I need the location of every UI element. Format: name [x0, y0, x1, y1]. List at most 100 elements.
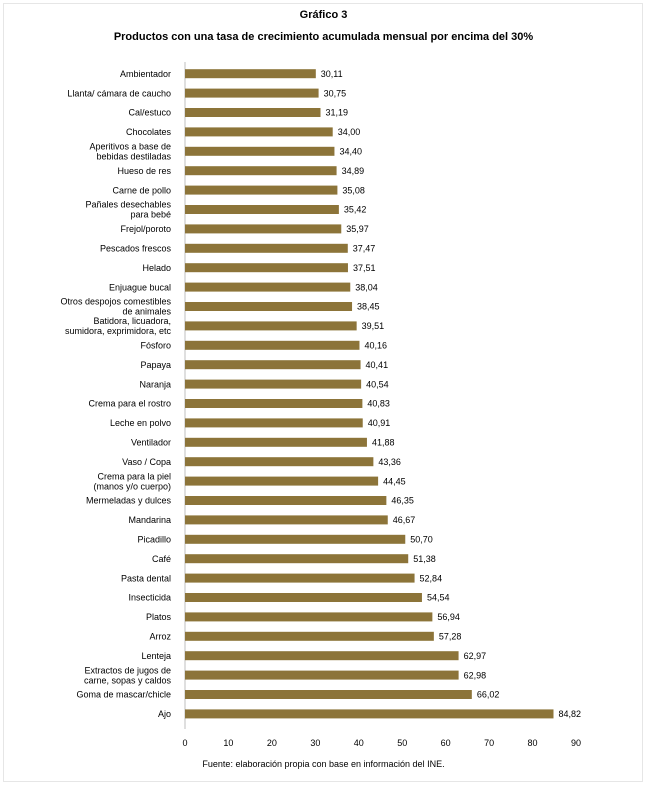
bar [185, 554, 409, 564]
bar [185, 88, 319, 98]
bar [185, 205, 339, 214]
category-label: Mandarina [128, 515, 171, 525]
category-label: Crema para el rostro [88, 399, 171, 409]
data-label: 38,04 [355, 282, 378, 292]
chart-frame [3, 3, 643, 782]
category-label: Helado [142, 263, 171, 273]
category-label: Papaya [140, 360, 171, 370]
data-label: 57,28 [439, 632, 462, 642]
chart-title: Gráfico 3 [299, 9, 348, 21]
x-tick-label: 70 [484, 738, 494, 748]
bar [185, 108, 321, 117]
category-label: Hueso de res [117, 166, 171, 176]
bar [185, 476, 379, 486]
data-label: 40,41 [366, 360, 389, 370]
data-label: 34,89 [342, 166, 365, 176]
category-label: Crema para la piel (manos y/o cuerpo) [93, 471, 171, 491]
data-label: 40,83 [367, 399, 390, 409]
bar [185, 302, 353, 311]
category-label: Carne de pollo [112, 185, 171, 195]
category-label: Llanta/ cámara de caucho [67, 88, 171, 98]
category-label: Fósforo [140, 341, 171, 351]
data-label: 56,94 [437, 612, 460, 622]
bar [185, 437, 367, 447]
bar [185, 379, 362, 389]
category-label: Mermeladas y dulces [86, 496, 172, 506]
category-label: Picadillo [137, 535, 171, 545]
data-label: 40,91 [368, 418, 391, 428]
bar [185, 457, 374, 467]
x-tick-label: 80 [528, 738, 538, 748]
x-tick-label: 90 [571, 738, 581, 748]
bar [185, 340, 360, 350]
bar [185, 321, 357, 331]
x-tick-label: 60 [441, 738, 451, 748]
bar [185, 263, 348, 273]
category-label: Insecticida [128, 593, 171, 603]
category-label: Pañales desechables para bebé [85, 200, 171, 220]
bar [185, 69, 316, 79]
bar [185, 185, 338, 195]
data-label: 31,19 [326, 108, 349, 118]
category-label: Café [152, 554, 171, 564]
bar [185, 534, 406, 544]
data-label: 37,47 [353, 244, 376, 254]
category-label: Aperitivos a base de bebidas destiladas [89, 142, 171, 162]
bar [185, 670, 459, 680]
bar [185, 709, 554, 719]
data-label: 52,84 [420, 573, 443, 583]
category-label: Leche en polvo [110, 418, 171, 428]
data-label: 34,00 [338, 127, 361, 137]
bar [185, 166, 337, 176]
bar [185, 496, 387, 505]
data-label: 38,45 [357, 302, 380, 312]
data-label: 62,97 [464, 651, 487, 661]
data-label: 30,11 [321, 69, 343, 79]
bar [185, 360, 361, 370]
category-label: Pescados frescos [100, 244, 172, 254]
bar [185, 282, 351, 292]
bar [185, 399, 363, 408]
data-label: 40,16 [364, 341, 387, 351]
data-label: 30,75 [324, 88, 347, 98]
bar [185, 418, 363, 428]
category-label: Goma de mascar/chicle [76, 690, 171, 700]
category-label: Ajo [158, 709, 171, 719]
x-tick-label: 10 [223, 738, 233, 748]
bar [185, 127, 333, 137]
data-label: 41,88 [372, 438, 395, 448]
data-label: 84,82 [558, 709, 581, 719]
bar [185, 515, 388, 525]
data-label: 44,45 [383, 476, 406, 486]
category-label: Ambientador [120, 69, 171, 79]
x-tick-label: 50 [397, 738, 407, 748]
category-label: Vaso / Copa [122, 457, 171, 467]
bar [185, 631, 434, 641]
bar [185, 243, 348, 253]
x-tick-label: 0 [182, 738, 187, 748]
data-label: 34,40 [339, 147, 362, 157]
data-label: 51,38 [413, 554, 436, 564]
category-label: Arroz [149, 632, 171, 642]
category-label: Enjuague bucal [109, 282, 171, 292]
category-label: Pasta dental [121, 573, 171, 583]
bar [185, 573, 415, 583]
bar [185, 146, 335, 156]
data-label: 62,98 [464, 670, 487, 680]
bar [185, 612, 433, 622]
chart-subtitle: Productos con una tasa de crecimiento ac… [113, 31, 534, 43]
data-label: 43,36 [378, 457, 401, 467]
data-label: 35,08 [342, 185, 365, 195]
chart-source-note: Fuente: elaboración propia con base en i… [202, 759, 445, 769]
data-label: 37,51 [353, 263, 376, 273]
x-tick-label: 40 [354, 738, 364, 748]
data-label: 46,67 [393, 515, 416, 525]
data-label: 66,02 [477, 690, 500, 700]
data-label: 40,54 [366, 379, 389, 389]
data-label: 50,70 [410, 535, 433, 545]
category-label: Batidora, licuadora, sumidora, exprimidor… [65, 316, 172, 336]
bar [185, 224, 342, 234]
data-label: 54,54 [427, 593, 450, 603]
bar [185, 651, 459, 661]
